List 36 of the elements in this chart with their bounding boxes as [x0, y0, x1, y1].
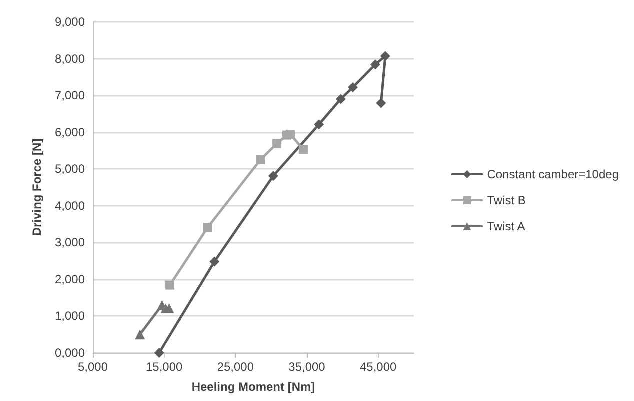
point [268, 171, 278, 182]
x-tick-label: 45,000 [360, 360, 398, 374]
y-tick-label: 9,000 [54, 15, 86, 29]
point [166, 280, 175, 290]
point [210, 256, 220, 267]
legend-label: Twist B [487, 194, 526, 208]
legend-label: Twist A [487, 220, 526, 234]
y-tick-label: 2,000 [54, 272, 86, 286]
point [203, 223, 212, 232]
point [298, 145, 308, 154]
y-tick-label: 1,000 [54, 309, 86, 324]
y-tick-label: 8,000 [54, 52, 86, 66]
point [272, 139, 282, 148]
point [256, 155, 266, 164]
y-tick-label: 5,000 [54, 162, 86, 176]
point [336, 94, 346, 104]
point [380, 51, 390, 62]
x-tick-label: 35,000 [288, 360, 326, 374]
point [286, 130, 296, 140]
x-axis-title: Heeling Moment [Nm] [192, 380, 316, 394]
y-tick-label: 6,000 [54, 125, 86, 140]
y-axis-title: Driving Force [N] [30, 138, 44, 236]
point [370, 60, 380, 70]
y-tick-label: 4,000 [54, 198, 86, 213]
point [348, 82, 358, 92]
x-tick-label: 5,000 [78, 360, 108, 374]
x-tick-label: 15,000 [146, 360, 184, 374]
point [135, 330, 146, 340]
legend-label: Constant camber=10deg [487, 168, 620, 182]
x-tick-label: 25,000 [217, 360, 254, 374]
point [154, 348, 164, 358]
y-tick-label: 0,000 [54, 346, 86, 360]
y-tick-label: 3,000 [54, 236, 86, 250]
y-tick-label: 7,000 [54, 88, 86, 103]
point [376, 98, 386, 108]
point [314, 120, 324, 130]
